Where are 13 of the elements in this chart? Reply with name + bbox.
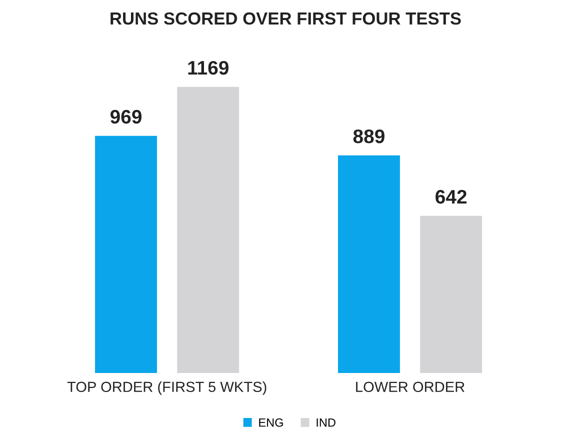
x-tick-label: LOWER ORDER — [356, 382, 464, 392]
bar — [95, 136, 157, 373]
bar — [177, 86, 240, 373]
data-label: 969 — [110, 110, 142, 124]
data-label: 642 — [436, 190, 467, 204]
data-label: 889 — [353, 129, 384, 144]
x-tick-label: TOP ORDER (FIRST 5 WKTS) — [67, 381, 266, 395]
bar — [420, 216, 482, 373]
bar — [338, 155, 400, 373]
legend-label: ENG — [259, 418, 283, 427]
legend-label: IND — [316, 418, 336, 427]
data-label: 1169 — [188, 60, 228, 75]
chart-title: RUNS SCORED OVER FIRST FOUR TESTS — [110, 12, 461, 25]
